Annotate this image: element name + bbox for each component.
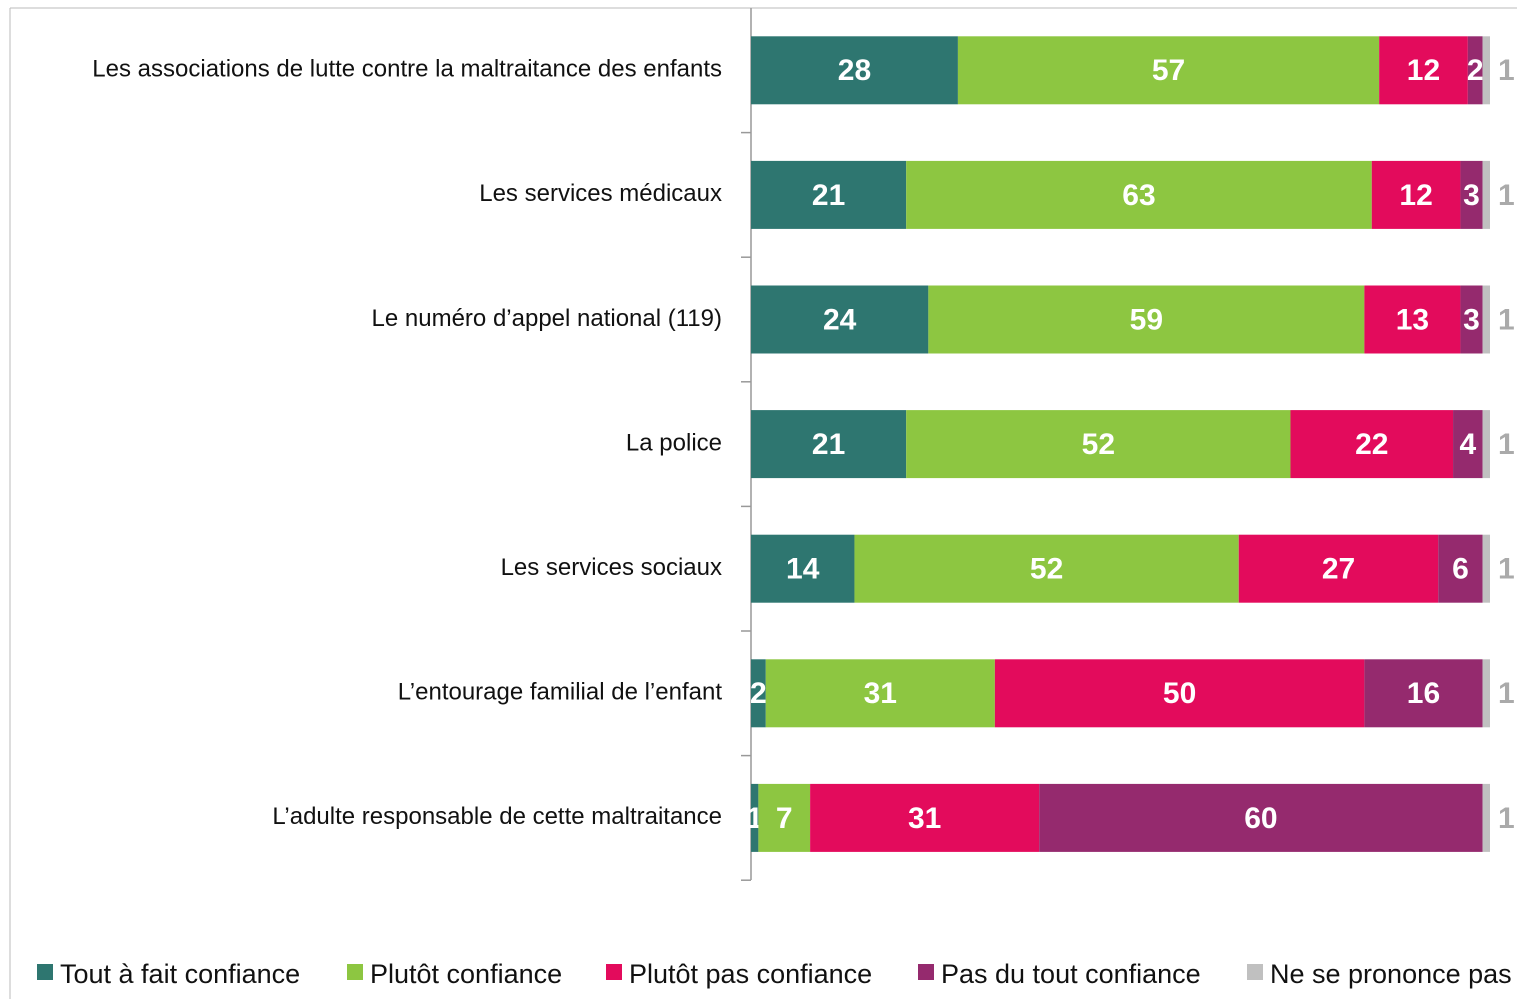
bar-segment bbox=[1482, 160, 1490, 229]
legend-swatch bbox=[918, 964, 934, 980]
value-label: 1 bbox=[1498, 677, 1515, 710]
value-label: 3 bbox=[1463, 303, 1480, 336]
value-label: 1 bbox=[1498, 428, 1515, 461]
value-label: 14 bbox=[786, 553, 820, 586]
bar-segment bbox=[1482, 410, 1490, 479]
value-label: 27 bbox=[1322, 553, 1355, 586]
legend-swatch bbox=[347, 964, 363, 980]
value-label: 1 bbox=[1498, 54, 1515, 87]
value-label: 2 bbox=[750, 677, 767, 710]
legend-label: Pas du tout confiance bbox=[941, 959, 1201, 989]
bar-segment bbox=[1482, 285, 1490, 354]
category-label: Les services sociaux bbox=[501, 554, 722, 581]
bar-segment bbox=[751, 783, 759, 852]
bar-segment bbox=[751, 285, 929, 354]
bar-segment bbox=[994, 659, 1365, 728]
value-label: 1 bbox=[1498, 553, 1515, 586]
value-label: 4 bbox=[1459, 428, 1476, 461]
bar-segment bbox=[1364, 659, 1483, 728]
bar-segment bbox=[751, 534, 855, 603]
value-label: 1 bbox=[1498, 179, 1515, 212]
value-label: 16 bbox=[1407, 677, 1440, 710]
bar-segment bbox=[751, 659, 766, 728]
value-label: 1 bbox=[1498, 303, 1515, 336]
value-label: 7 bbox=[776, 802, 793, 835]
bar-segment bbox=[758, 783, 811, 852]
value-label: 57 bbox=[1152, 54, 1185, 87]
value-label: 52 bbox=[1082, 428, 1115, 461]
bar-segment bbox=[765, 659, 995, 728]
bar-segment bbox=[751, 36, 958, 105]
bar-segment bbox=[1379, 36, 1468, 105]
value-label: 28 bbox=[838, 54, 871, 87]
bar-segment bbox=[1482, 534, 1490, 603]
bar-segment bbox=[1371, 160, 1461, 229]
value-label: 52 bbox=[1030, 553, 1063, 586]
legend-label: Tout à fait confiance bbox=[60, 959, 300, 989]
value-label: 1 bbox=[1498, 802, 1515, 835]
bar-segment bbox=[1482, 659, 1490, 728]
bar-segment bbox=[751, 410, 907, 479]
bar-segment bbox=[1460, 160, 1483, 229]
bar-segment bbox=[1467, 36, 1483, 105]
bar-segment bbox=[1438, 534, 1483, 603]
category-label: L’adulte responsable de cette maltraitan… bbox=[272, 803, 722, 830]
value-label: 3 bbox=[1463, 179, 1480, 212]
bar-segment bbox=[1482, 36, 1490, 105]
bar-segment bbox=[906, 160, 1372, 229]
category-label: Les associations de lutte contre la malt… bbox=[92, 56, 722, 83]
value-label: 22 bbox=[1355, 428, 1388, 461]
bar-segment bbox=[1039, 783, 1483, 852]
bar-segment bbox=[1290, 410, 1454, 479]
bar-segment bbox=[906, 410, 1291, 479]
bar-segment bbox=[957, 36, 1380, 105]
category-label: Le numéro d’appel national (119) bbox=[372, 305, 722, 332]
value-label: 12 bbox=[1407, 54, 1440, 87]
value-label: 24 bbox=[823, 303, 857, 336]
value-label: 31 bbox=[908, 802, 941, 835]
value-label: 60 bbox=[1244, 802, 1277, 835]
bar-segment bbox=[751, 160, 907, 229]
bar-segment bbox=[1453, 410, 1483, 479]
bar-segment bbox=[1460, 285, 1483, 354]
legend-label: Plutôt pas confiance bbox=[629, 959, 872, 989]
legend-swatch bbox=[37, 964, 53, 980]
value-label: 12 bbox=[1399, 179, 1432, 212]
value-label: 31 bbox=[864, 677, 897, 710]
bar-segment bbox=[1238, 534, 1439, 603]
legend-label: Plutôt confiance bbox=[370, 959, 562, 989]
bar-segment bbox=[928, 285, 1365, 354]
category-label: La police bbox=[626, 429, 722, 456]
legend-swatch bbox=[606, 964, 622, 980]
bar-segment bbox=[810, 783, 1040, 852]
value-label: 21 bbox=[812, 428, 845, 461]
bar-segment bbox=[1482, 783, 1490, 852]
bar-segment bbox=[854, 534, 1239, 603]
bar-segment bbox=[1364, 285, 1461, 354]
legend-swatch bbox=[1247, 964, 1263, 980]
legend-label: Ne se prononce pas bbox=[1270, 959, 1512, 989]
category-label: L’entourage familial de l’enfant bbox=[398, 679, 723, 706]
value-label: 6 bbox=[1452, 553, 1469, 586]
value-label: 13 bbox=[1396, 303, 1429, 336]
value-label: 2 bbox=[1467, 54, 1484, 87]
value-label: 59 bbox=[1130, 303, 1163, 336]
value-label: 50 bbox=[1163, 677, 1196, 710]
value-label: 63 bbox=[1122, 179, 1155, 212]
value-label: 21 bbox=[812, 179, 845, 212]
category-label: Les services médicaux bbox=[479, 180, 722, 207]
